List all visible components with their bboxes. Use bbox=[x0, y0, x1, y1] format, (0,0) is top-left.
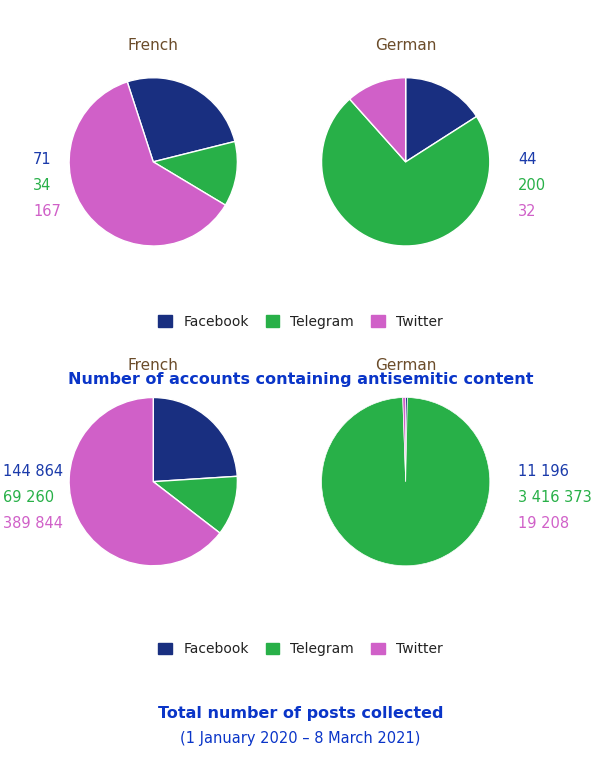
Legend: Facebook, Telegram, Twitter: Facebook, Telegram, Twitter bbox=[153, 636, 448, 662]
Wedge shape bbox=[406, 78, 477, 161]
Text: 32: 32 bbox=[518, 204, 537, 219]
Text: Number of accounts containing antisemitic content: Number of accounts containing antisemiti… bbox=[68, 372, 533, 388]
Title: French: French bbox=[128, 37, 178, 53]
Wedge shape bbox=[403, 398, 406, 482]
Text: 11 196: 11 196 bbox=[518, 464, 569, 480]
Wedge shape bbox=[153, 477, 237, 533]
Wedge shape bbox=[127, 78, 235, 161]
Text: (1 January 2020 – 8 March 2021): (1 January 2020 – 8 March 2021) bbox=[180, 731, 421, 746]
Text: 167: 167 bbox=[33, 204, 61, 219]
Title: German: German bbox=[375, 37, 436, 53]
Text: 144 864: 144 864 bbox=[3, 464, 63, 480]
Wedge shape bbox=[153, 398, 237, 482]
Wedge shape bbox=[322, 398, 490, 566]
Text: 69 260: 69 260 bbox=[3, 490, 54, 505]
Legend: Facebook, Telegram, Twitter: Facebook, Telegram, Twitter bbox=[153, 309, 448, 335]
Title: German: German bbox=[375, 357, 436, 373]
Wedge shape bbox=[406, 398, 407, 482]
Text: 3 416 373: 3 416 373 bbox=[518, 490, 592, 505]
Wedge shape bbox=[322, 99, 490, 246]
Wedge shape bbox=[69, 82, 225, 246]
Text: 71: 71 bbox=[33, 152, 52, 168]
Wedge shape bbox=[350, 78, 406, 161]
Text: 200: 200 bbox=[518, 178, 546, 193]
Text: 19 208: 19 208 bbox=[518, 516, 569, 531]
Text: 34: 34 bbox=[33, 178, 52, 193]
Wedge shape bbox=[69, 398, 220, 566]
Wedge shape bbox=[153, 141, 237, 205]
Text: 44: 44 bbox=[518, 152, 537, 168]
Title: French: French bbox=[128, 357, 178, 373]
Text: Total number of posts collected: Total number of posts collected bbox=[157, 706, 444, 722]
Text: 389 844: 389 844 bbox=[3, 516, 63, 531]
